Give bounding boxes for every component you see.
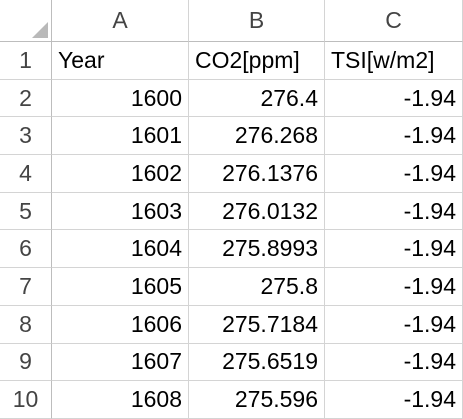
cell-b3[interactable]: 276.268 xyxy=(189,117,325,156)
cell-a1[interactable]: Year xyxy=(52,42,189,80)
row-header-2[interactable]: 2 xyxy=(0,79,52,118)
select-all-corner[interactable] xyxy=(0,0,52,42)
cell-a4[interactable]: 1602 xyxy=(52,155,189,193)
cell-c2[interactable]: -1.94 xyxy=(325,79,463,118)
cell-b5[interactable]: 276.0132 xyxy=(189,192,325,231)
cell-c9[interactable]: -1.94 xyxy=(325,343,463,382)
cell-a10[interactable]: 1608 xyxy=(52,381,189,419)
cell-c7[interactable]: -1.94 xyxy=(325,268,463,306)
row-header-10[interactable]: 10 xyxy=(0,381,52,419)
cell-b7[interactable]: 275.8 xyxy=(189,268,325,306)
cell-c8[interactable]: -1.94 xyxy=(325,305,463,344)
row-header-7[interactable]: 7 xyxy=(0,268,52,306)
cell-b9[interactable]: 275.6519 xyxy=(189,343,325,382)
cell-c3[interactable]: -1.94 xyxy=(325,117,463,156)
cell-a9[interactable]: 1607 xyxy=(52,343,189,382)
cell-a2[interactable]: 1600 xyxy=(52,79,189,118)
select-all-triangle-icon xyxy=(32,22,48,38)
cell-b4[interactable]: 276.1376 xyxy=(189,155,325,193)
row-header-1[interactable]: 1 xyxy=(0,42,52,80)
cell-c6[interactable]: -1.94 xyxy=(325,230,463,269)
cell-a6[interactable]: 1604 xyxy=(52,230,189,269)
cell-c10[interactable]: -1.94 xyxy=(325,381,463,419)
cell-a3[interactable]: 1601 xyxy=(52,117,189,156)
cell-a7[interactable]: 1605 xyxy=(52,268,189,306)
row-header-5[interactable]: 5 xyxy=(0,192,52,231)
cell-b1[interactable]: CO2[ppm] xyxy=(189,42,325,80)
cell-b10[interactable]: 275.596 xyxy=(189,381,325,419)
row-header-8[interactable]: 8 xyxy=(0,305,52,344)
cell-b2[interactable]: 276.4 xyxy=(189,79,325,118)
row-header-3[interactable]: 3 xyxy=(0,117,52,156)
column-header-a[interactable]: A xyxy=(52,0,189,42)
column-header-c[interactable]: C xyxy=(325,0,463,42)
cell-c1[interactable]: TSI[w/m2] xyxy=(325,42,463,80)
cell-a5[interactable]: 1603 xyxy=(52,192,189,231)
row-header-9[interactable]: 9 xyxy=(0,343,52,382)
cell-c5[interactable]: -1.94 xyxy=(325,192,463,231)
column-header-b[interactable]: B xyxy=(189,0,325,42)
cell-b6[interactable]: 275.8993 xyxy=(189,230,325,269)
cell-c4[interactable]: -1.94 xyxy=(325,155,463,193)
cell-a8[interactable]: 1606 xyxy=(52,305,189,344)
row-header-6[interactable]: 6 xyxy=(0,230,52,269)
row-header-4[interactable]: 4 xyxy=(0,155,52,193)
cell-b8[interactable]: 275.7184 xyxy=(189,305,325,344)
